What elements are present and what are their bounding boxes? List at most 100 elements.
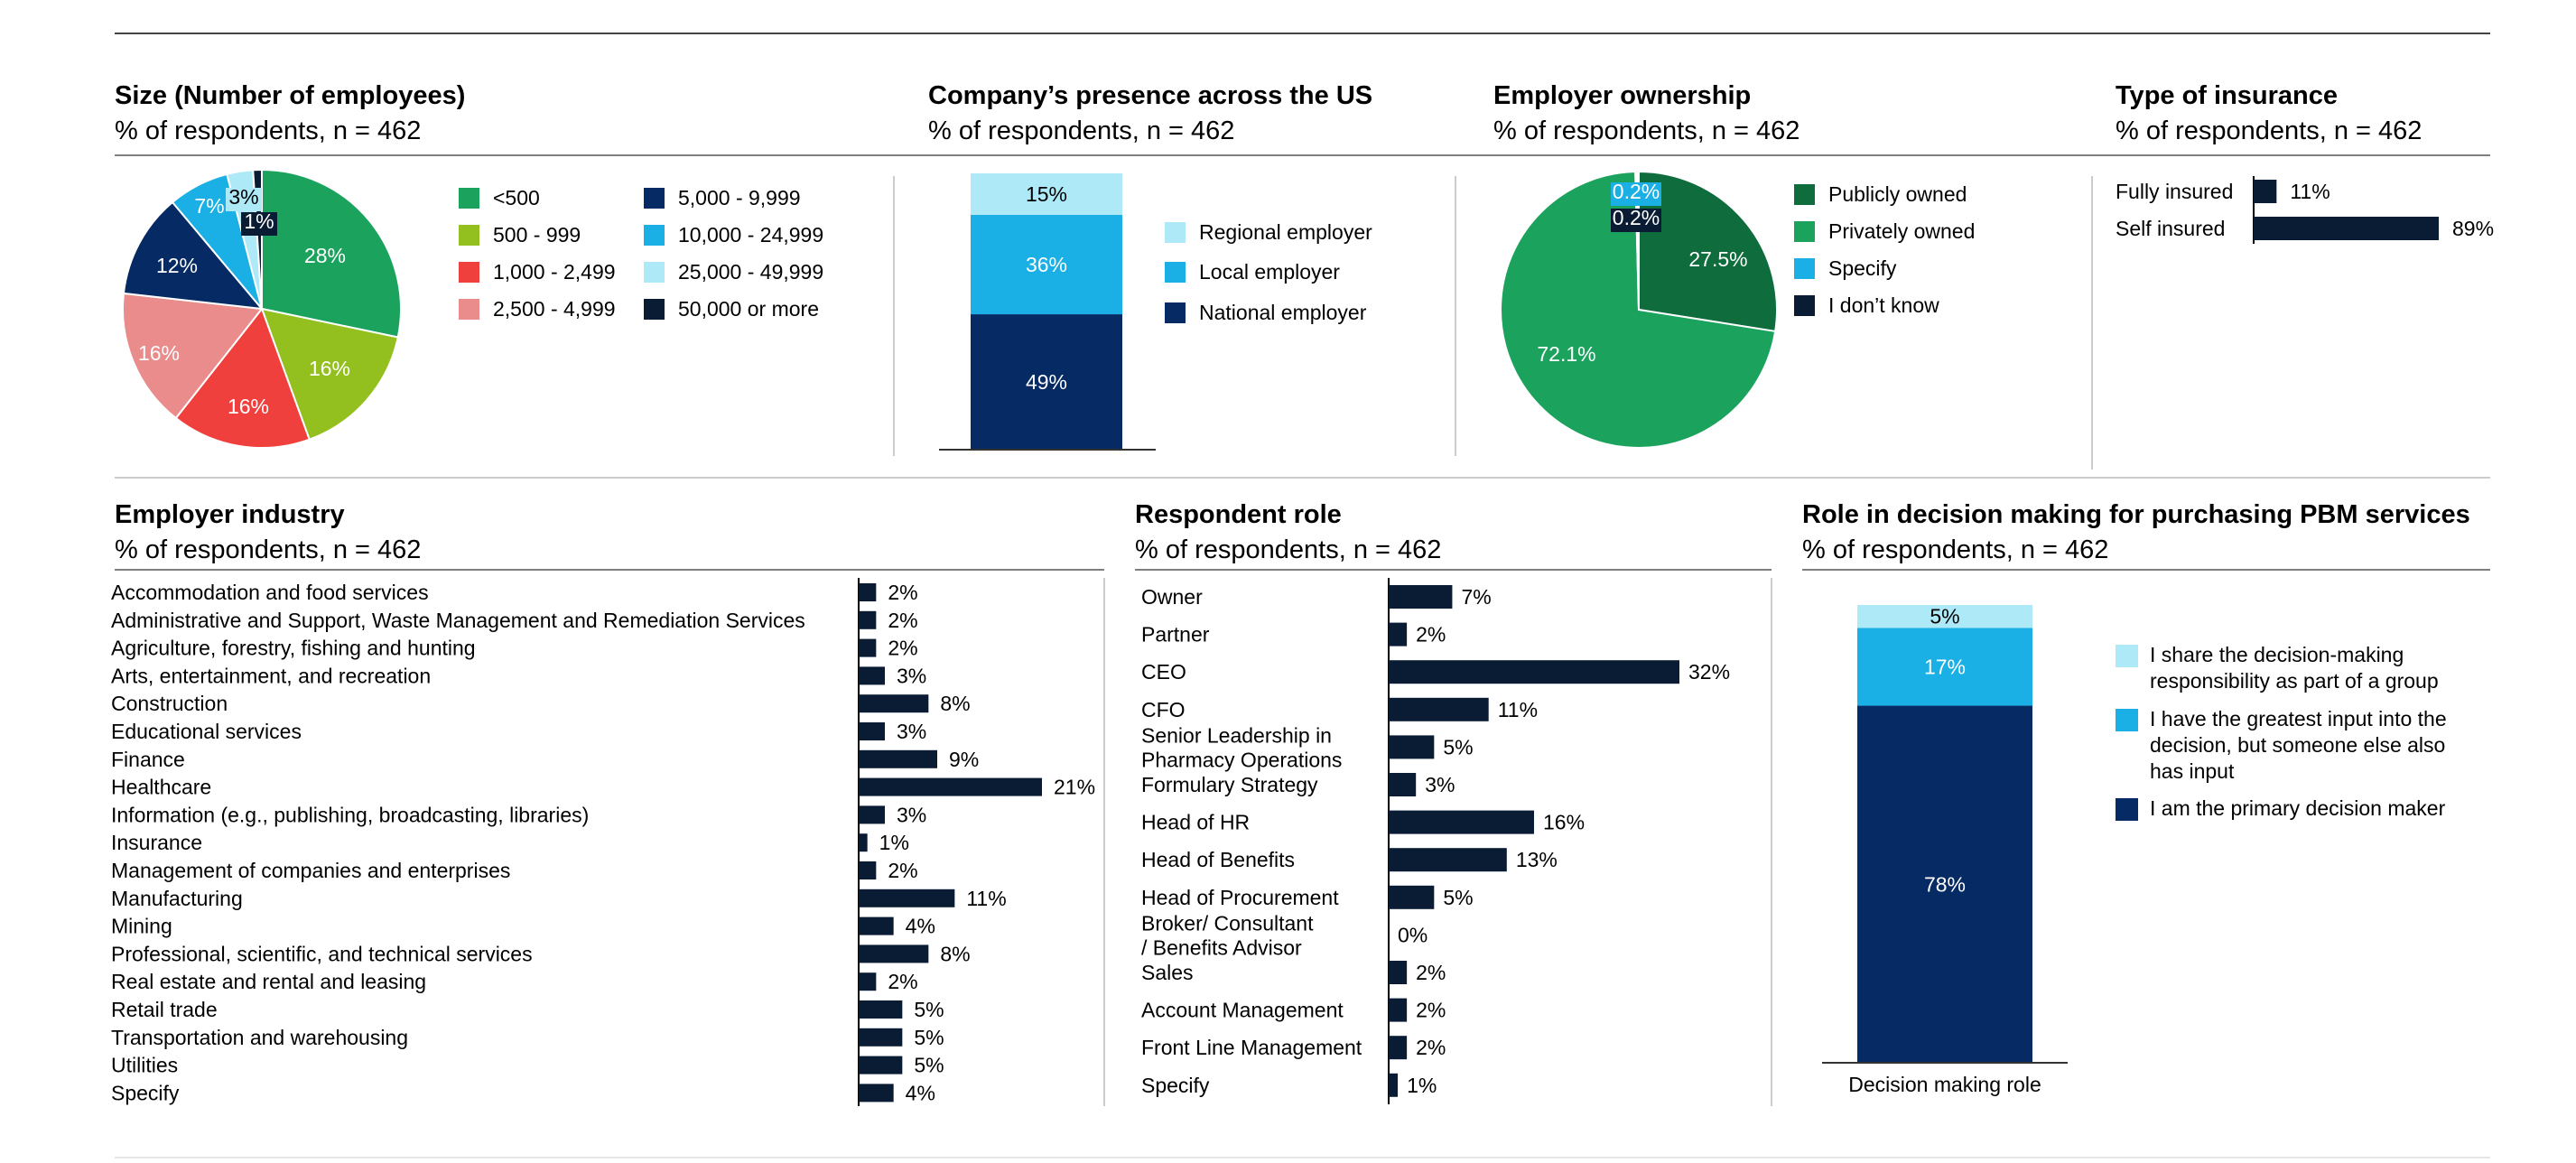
industry-category-7: Healthcare bbox=[111, 776, 211, 799]
industry-chart-subtitle: % of respondents, n = 462 bbox=[115, 535, 421, 564]
role-category-5: Formulary Strategy bbox=[1141, 773, 1318, 796]
industry-bar-5 bbox=[859, 722, 885, 740]
role-category-4-b: Pharmacy Operations bbox=[1141, 748, 1342, 771]
industry-bar-17 bbox=[859, 1056, 903, 1075]
ownership-legend-0-swatch bbox=[1794, 184, 1815, 205]
presence-bar-label-1: 36% bbox=[1026, 253, 1067, 276]
industry-bar-15 bbox=[859, 1000, 903, 1019]
industry-value-14: 2% bbox=[888, 970, 917, 993]
industry-value-15: 5% bbox=[914, 998, 944, 1021]
insurance-bar-0 bbox=[2254, 180, 2277, 203]
ownership-legend-2-swatch bbox=[1794, 258, 1815, 279]
industry-bar-6 bbox=[859, 749, 937, 768]
size-legend-1-swatch bbox=[459, 225, 479, 246]
decision-legend-2-swatch bbox=[2116, 798, 2138, 821]
decision-legend-1-line-2: has input bbox=[2150, 759, 2235, 783]
industry-category-16: Transportation and warehousing bbox=[111, 1026, 408, 1049]
industry-value-18: 4% bbox=[906, 1081, 935, 1104]
decision-legend-0-line-0: I share the decision-making bbox=[2150, 643, 2404, 666]
industry-bar-16 bbox=[859, 1028, 903, 1047]
role-value-8: 5% bbox=[1443, 886, 1473, 909]
role-value-9: 0% bbox=[1398, 923, 1427, 946]
decision-bar-seg-1 bbox=[1857, 628, 2032, 706]
role-category-3: CFO bbox=[1141, 698, 1186, 721]
role-bar-5 bbox=[1389, 773, 1417, 796]
decision-bar-label-1: 17% bbox=[1924, 655, 1966, 678]
industry-category-0: Accommodation and food services bbox=[111, 581, 429, 604]
industry-bar-14 bbox=[859, 972, 877, 991]
role-value-5: 3% bbox=[1425, 773, 1455, 796]
role-bar-4 bbox=[1389, 735, 1435, 759]
industry-value-7: 21% bbox=[1054, 776, 1095, 799]
industry-category-14: Real estate and rental and leasing bbox=[111, 970, 426, 993]
industry-category-11: Manufacturing bbox=[111, 887, 243, 910]
ownership-pie-label-0: 27.5% bbox=[1688, 247, 1747, 271]
size-legend-5-swatch bbox=[644, 225, 665, 246]
role-category-8: Head of Procurement bbox=[1141, 886, 1339, 909]
industry-value-16: 5% bbox=[914, 1026, 944, 1049]
industry-value-5: 3% bbox=[897, 720, 926, 743]
industry-category-2: Agriculture, forestry, fishing and hunti… bbox=[111, 637, 476, 660]
industry-category-3: Arts, entertainment, and recreation bbox=[111, 664, 431, 687]
role-category-13: Specify bbox=[1141, 1074, 1210, 1097]
role-value-12: 2% bbox=[1416, 1036, 1446, 1059]
size-legend-2-swatch bbox=[459, 262, 479, 283]
insurance-category-1: Self insured bbox=[2116, 217, 2225, 240]
role-bar-7 bbox=[1389, 848, 1507, 872]
decision-bar-seg-0 bbox=[1857, 705, 2032, 1063]
industry-category-5: Educational services bbox=[111, 720, 302, 743]
decision-legend-1-swatch bbox=[2116, 709, 2138, 731]
role-value-10: 2% bbox=[1416, 961, 1446, 984]
role-category-9-a: Broker/ Consultant bbox=[1141, 911, 1314, 935]
industry-value-0: 2% bbox=[888, 581, 917, 604]
presence-legend-2-text: National employer bbox=[1199, 301, 1367, 324]
industry-bar-13 bbox=[859, 944, 929, 963]
size-legend-3-swatch bbox=[459, 299, 479, 320]
industry-category-17: Utilities bbox=[111, 1054, 178, 1077]
role-bar-2 bbox=[1389, 660, 1679, 684]
presence-legend-2-swatch bbox=[1165, 302, 1186, 323]
industry-category-4: Construction bbox=[111, 692, 228, 715]
presence-bar-label-0: 49% bbox=[1026, 370, 1067, 394]
industry-category-12: Mining bbox=[111, 915, 172, 938]
ownership-pie-label-1: 72.1% bbox=[1537, 342, 1595, 366]
industry-value-2: 2% bbox=[888, 637, 917, 660]
size-legend-0-text: <500 bbox=[493, 186, 540, 209]
ownership-legend-2-text: Specify bbox=[1828, 256, 1897, 280]
industry-value-17: 5% bbox=[914, 1054, 944, 1077]
role-category-6: Head of HR bbox=[1141, 811, 1250, 834]
industry-category-18: Specify bbox=[111, 1081, 180, 1104]
presence-legend-0-swatch bbox=[1165, 222, 1186, 243]
role-bar-0 bbox=[1389, 585, 1453, 609]
presence-legend-1-swatch bbox=[1165, 262, 1186, 283]
size-pie-label-3: 16% bbox=[138, 341, 180, 365]
presence-bar-seg-2 bbox=[971, 173, 1122, 215]
industry-bar-7 bbox=[859, 777, 1042, 796]
role-category-4-a: Senior Leadership in bbox=[1141, 723, 1332, 747]
industry-bar-0 bbox=[859, 583, 877, 601]
size-legend-6-swatch bbox=[644, 262, 665, 283]
size-legend-4-swatch bbox=[644, 188, 665, 209]
ownership-legend-1-text: Privately owned bbox=[1828, 219, 1975, 243]
industry-bar-1 bbox=[859, 610, 877, 629]
role-category-0: Owner bbox=[1141, 585, 1203, 609]
role-value-4: 5% bbox=[1443, 735, 1473, 758]
industry-value-13: 8% bbox=[940, 942, 970, 965]
role-bar-3 bbox=[1389, 697, 1489, 721]
decision-legend-0-swatch bbox=[2116, 645, 2138, 667]
size-legend-1-text: 500 - 999 bbox=[493, 223, 581, 247]
insurance-bar-1 bbox=[2254, 217, 2439, 240]
decision-bar-label-2: 5% bbox=[1930, 605, 1959, 628]
ownership-legend-0-text: Publicly owned bbox=[1828, 182, 1967, 206]
industry-bar-18 bbox=[859, 1084, 894, 1103]
size-pie-slice-1 bbox=[260, 307, 399, 441]
ownership-legend-3-text: I don’t know bbox=[1828, 293, 1939, 317]
size-pie-slice-0 bbox=[261, 168, 402, 339]
size-pie-label-bg-6 bbox=[226, 188, 262, 211]
insurance-value-0: 11% bbox=[2290, 180, 2330, 203]
industry-bar-4 bbox=[859, 694, 929, 713]
presence-bar-label-2: 15% bbox=[1026, 182, 1067, 206]
industry-bar-10 bbox=[859, 861, 877, 879]
industry-bar-11 bbox=[859, 889, 955, 907]
